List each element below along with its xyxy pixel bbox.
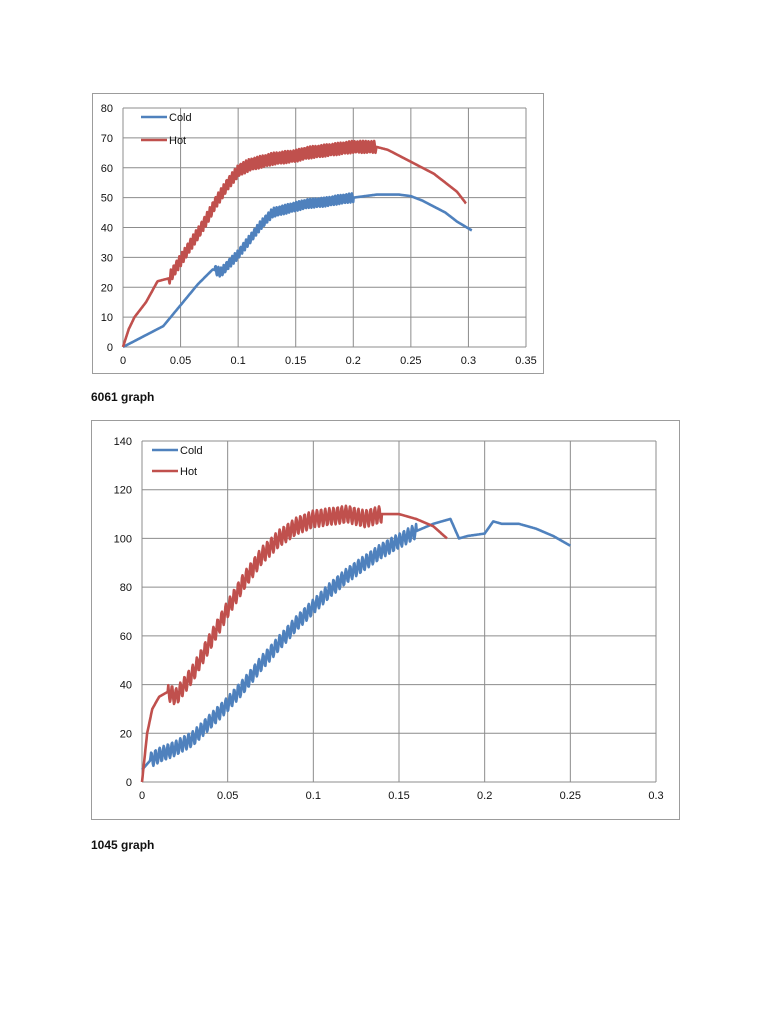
chart1-x-tick-label: 0.15 [285, 355, 306, 367]
chart2-y-tick-label: 120 [114, 485, 132, 497]
chart1-x-tick-label: 0.35 [515, 355, 536, 367]
chart2-x-tick-label: 0.25 [560, 790, 581, 802]
chart-6061: 0 0.05 0.1 0.15 0.2 0.25 0.3 0.35 0 10 20 30 40 50 60 7… [92, 93, 544, 374]
chart1-series-cold [122, 192, 473, 349]
chart1-y-tick-label: 70 [101, 133, 113, 145]
chart1-legend-label-cold: Cold [169, 112, 192, 124]
chart1-legend-label-hot: Hot [169, 135, 186, 147]
chart1-x-tick-label: 0 [120, 355, 126, 367]
chart1-x-tick-label: 0.05 [170, 355, 191, 367]
chart1-y-tick-label: 50 [101, 193, 113, 205]
chart2-y-tick-label: 40 [120, 680, 132, 692]
chart1-x-tick-label: 0.2 [346, 355, 361, 367]
chart2-series-cold [141, 517, 572, 771]
chart2-y-tick-label: 0 [126, 777, 132, 789]
chart2-series-hot [140, 504, 448, 783]
caption-6061: 6061 graph [91, 390, 155, 404]
chart1-x-tick-label: 0.1 [230, 355, 245, 367]
chart1-y-tick-label: 80 [101, 103, 113, 115]
chart2-y-tick-label: 100 [114, 533, 132, 545]
chart2-x-tick-label: 0.05 [217, 790, 238, 802]
chart1-x-tick-label: 0.3 [461, 355, 476, 367]
chart2-x-tick-label: 0.2 [477, 790, 492, 802]
chart2-y-tick-label: 20 [120, 728, 132, 740]
chart1-y-tick-label: 30 [101, 252, 113, 264]
chart2-x-tick-label: 0.3 [648, 790, 663, 802]
chart2-y-tick-label: 60 [120, 631, 132, 643]
chart-6061-svg: 0 0.05 0.1 0.15 0.2 0.25 0.3 0.35 0 10 20 30 40 50 60 7… [101, 103, 537, 367]
chart-1045-svg: 0 0.05 0.1 0.15 0.2 0.25 0.3 0 20 40 60 80 100 120 140… [114, 436, 664, 802]
caption-1045: 1045 graph [91, 838, 155, 852]
chart2-legend-label-hot: Hot [180, 466, 197, 478]
chart1-y-tick-label: 40 [101, 223, 113, 235]
chart-1045: 0 0.05 0.1 0.15 0.2 0.25 0.3 0 20 40 60 80 100 120 140… [91, 420, 680, 820]
chart1-series-hot [121, 139, 467, 348]
chart2-y-tick-label: 140 [114, 436, 132, 448]
chart2-y-tick-label: 80 [120, 582, 132, 594]
chart1-y-tick-label: 10 [101, 312, 113, 324]
chart2-x-tick-label: 0.15 [388, 790, 409, 802]
chart1-y-tick-label: 0 [107, 342, 113, 354]
chart1-y-tick-label: 60 [101, 163, 113, 175]
chart2-x-tick-label: 0.1 [306, 790, 321, 802]
chart2-x-tick-label: 0 [139, 790, 145, 802]
chart2-legend-label-cold: Cold [180, 445, 203, 457]
chart1-x-tick-label: 0.25 [400, 355, 421, 367]
chart1-y-tick-label: 20 [101, 282, 113, 294]
